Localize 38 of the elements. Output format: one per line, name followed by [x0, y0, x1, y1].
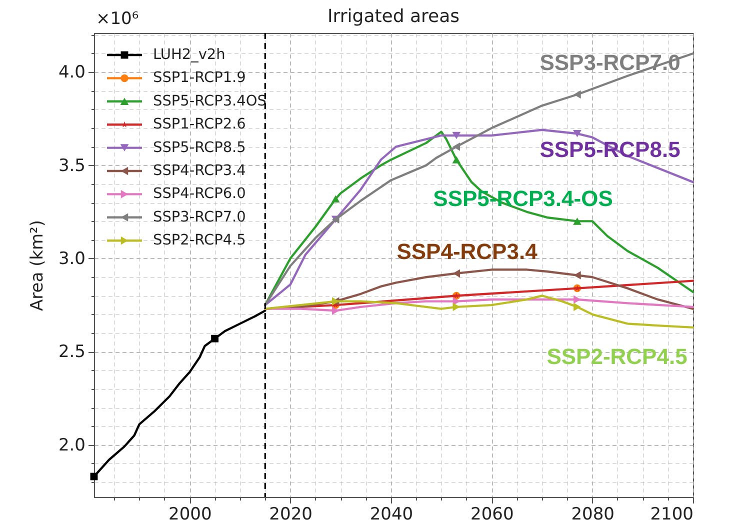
point: [452, 142, 460, 151]
point: [452, 132, 461, 140]
y-tick-label: 3.0: [58, 248, 86, 269]
y-axis-title: Area (km²): [27, 220, 48, 312]
annotation: SSP2-RCP4.5: [546, 344, 688, 369]
x-tick-label: 2000: [168, 504, 212, 524]
x-tick-label: 2080: [571, 504, 614, 524]
annotation: SSP4-RCP3.4: [396, 239, 538, 264]
x-tick-label: 2060: [470, 504, 514, 524]
legend-label: SSP2-RCP4.5: [153, 232, 246, 249]
line-series: [264, 294, 694, 329]
legend-label: SSP5-RCP8.5: [153, 140, 246, 156]
line-series: [264, 52, 694, 306]
x-tick-label: 2020: [269, 504, 312, 524]
legend-label: SSP1-RCP1.9: [153, 70, 246, 86]
y-tick-label: 3.5: [58, 156, 86, 176]
point: [332, 306, 340, 315]
legend-label: SSP4-RCP6.0: [153, 186, 246, 202]
point: [574, 302, 581, 312]
y-tick-label: 4.0: [58, 62, 86, 83]
point: [452, 156, 461, 164]
point: [452, 269, 460, 278]
point: [574, 90, 581, 99]
point: [331, 195, 340, 202]
x-tick-label: 2100: [650, 504, 694, 524]
text: ×10⁶: [96, 9, 139, 29]
chart-title: Irrigated areas: [327, 6, 460, 27]
point: [573, 130, 582, 138]
legend-label: LUH2_v2h: [153, 47, 226, 63]
point: [211, 334, 219, 342]
y-tick-label: 2.5: [58, 342, 86, 362]
legend-label: SSP5-RCP3.4OS: [153, 93, 267, 110]
legend-label: SSP4-RCP3.4: [153, 163, 246, 179]
legend-label: SSP3-RCP7.0: [153, 209, 246, 226]
x-tick-label: 2040: [370, 504, 414, 524]
y-tick-label: 2.0: [58, 435, 86, 456]
legend-label: SSP1-RCP2.6: [153, 116, 246, 133]
point: [573, 218, 582, 225]
